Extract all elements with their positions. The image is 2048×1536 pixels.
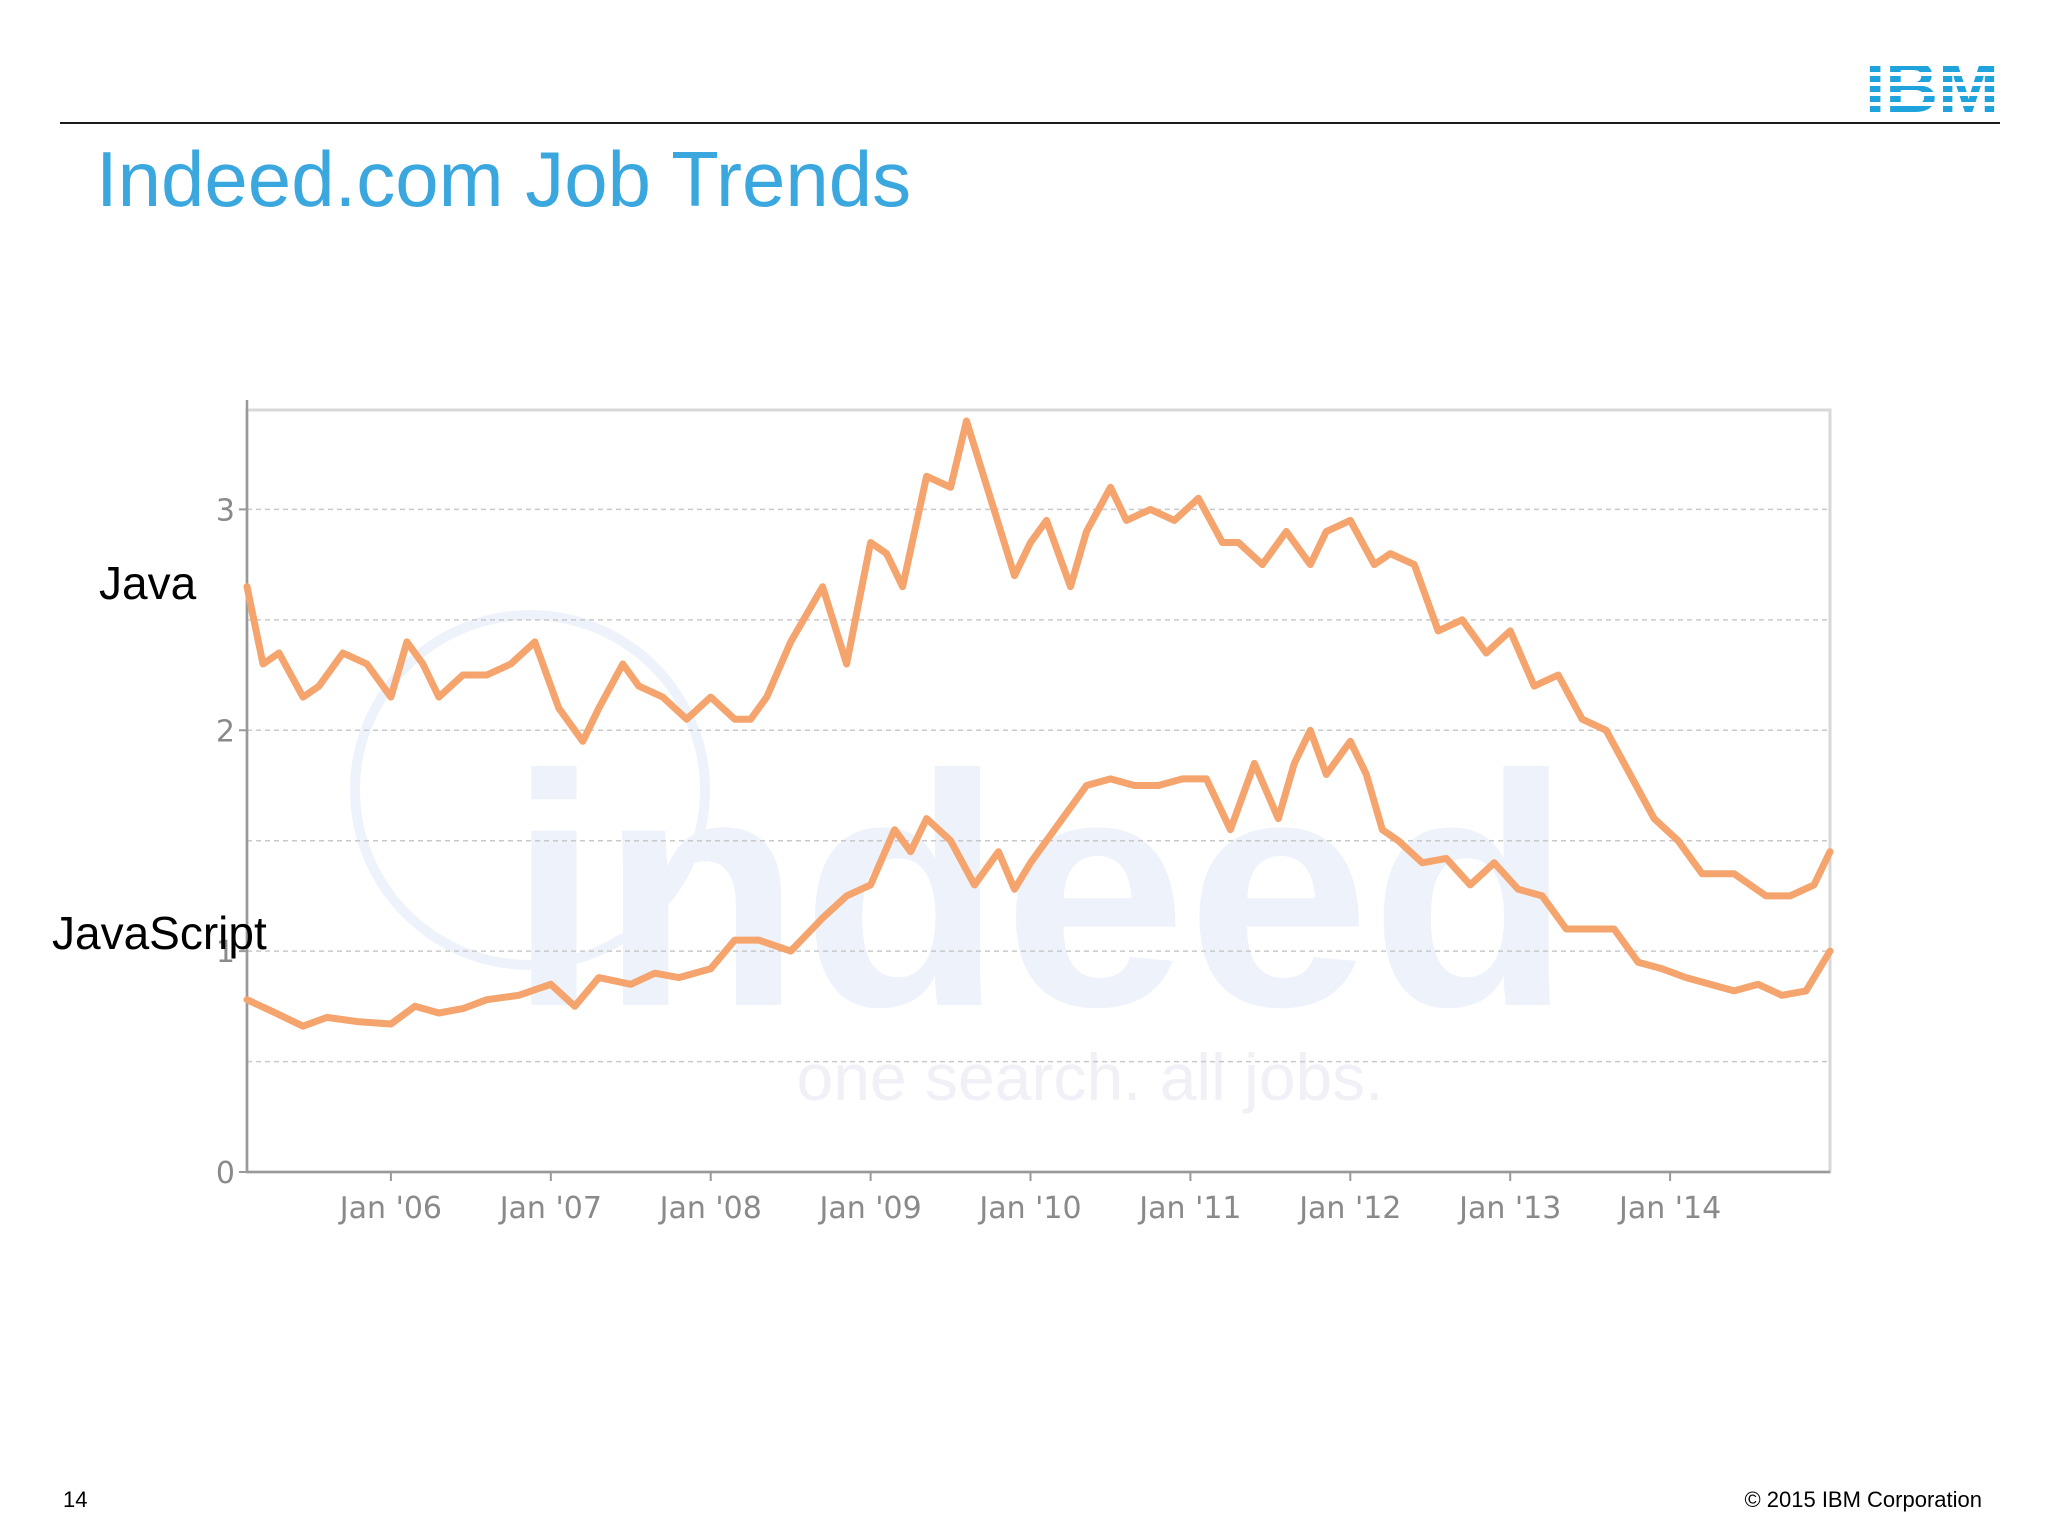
x-tick-label: Jan '14	[1617, 1191, 1721, 1226]
watermark-arc	[350, 610, 710, 970]
y-tick-label: 0	[216, 1156, 235, 1191]
x-tick-label: Jan '06	[338, 1191, 442, 1226]
java-series-label: Java	[99, 557, 197, 609]
javascript-series-label: JavaScript	[52, 907, 267, 959]
series-line-java	[243, 417, 1834, 900]
x-tick-label: Jan '13	[1457, 1191, 1561, 1226]
x-tick-label: Jan '12	[1297, 1191, 1401, 1226]
x-tick-label: Jan '07	[498, 1191, 602, 1226]
y-tick-label: 1	[216, 935, 235, 970]
watermark-tagline: one search. all jobs.	[796, 1040, 1383, 1114]
y-tick-label: 3	[216, 493, 235, 528]
page-number: 14	[63, 1487, 88, 1512]
series-line-javascript	[243, 726, 1834, 1030]
x-tick-label: Jan '09	[818, 1191, 922, 1226]
watermark-text: indeed	[508, 706, 1571, 1075]
x-tick-label: Jan '10	[977, 1191, 1081, 1226]
x-tick-label: Jan '11	[1137, 1191, 1241, 1226]
y-tick-label: 2	[216, 714, 235, 749]
copyright-notice: © 2015 IBM Corporation	[1744, 1487, 1982, 1512]
ibm-logo: IBM	[1865, 56, 1999, 114]
slide-title: Indeed.com Job Trends	[96, 135, 912, 223]
logo-text: IBM	[1865, 56, 1999, 114]
x-tick-label: Jan '08	[658, 1191, 762, 1226]
header-rule	[60, 122, 2000, 124]
